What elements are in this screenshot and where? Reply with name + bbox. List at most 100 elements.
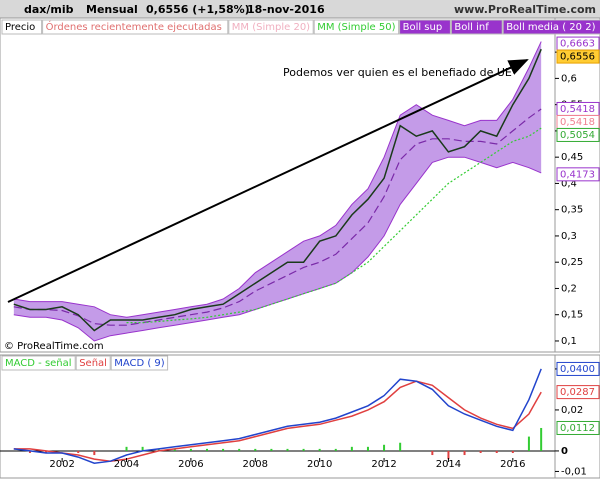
price-marker: 0,0400 bbox=[556, 361, 600, 376]
histogram-bar bbox=[189, 448, 192, 451]
y-tick-label: 0 bbox=[561, 446, 568, 457]
y-tick-label: -0,01 bbox=[561, 466, 587, 477]
panel bbox=[0, 354, 556, 479]
price-marker: 0,6663 bbox=[556, 36, 600, 51]
watermark: © ProRealTime.com bbox=[4, 341, 104, 352]
y-tick-label: 0,3 bbox=[561, 231, 577, 242]
histogram-bar bbox=[431, 450, 434, 456]
y-tick-label: 0,2 bbox=[561, 283, 577, 294]
histogram-bar bbox=[318, 448, 321, 451]
legend-box bbox=[1, 19, 43, 35]
histogram-bar bbox=[350, 446, 353, 451]
series-line bbox=[13, 48, 542, 332]
x-tick-label: 2004 bbox=[114, 459, 139, 470]
histogram-bar bbox=[479, 450, 482, 453]
arrow bbox=[7, 59, 529, 303]
histogram-bar bbox=[28, 450, 31, 453]
histogram-bar bbox=[540, 427, 543, 451]
legend-box bbox=[399, 19, 451, 35]
marker-box bbox=[556, 420, 600, 435]
y-tick-label: 0,45 bbox=[561, 152, 583, 163]
price-marker: 0,5418 bbox=[556, 101, 600, 116]
histogram-bar bbox=[366, 446, 369, 451]
legend-box bbox=[313, 19, 400, 35]
legend-entry: Precio bbox=[5, 22, 35, 33]
price-marker: 0,0287 bbox=[556, 385, 600, 400]
histogram-bar bbox=[270, 448, 273, 451]
marker-box bbox=[556, 385, 600, 400]
marker-label: 0,5418 bbox=[560, 117, 595, 128]
legend-box bbox=[1, 355, 76, 371]
marker-label: 0,5418 bbox=[560, 104, 595, 115]
legend-entry: MM (Simple 20) bbox=[232, 22, 310, 33]
series-line bbox=[13, 380, 542, 462]
series-line bbox=[13, 368, 542, 464]
y-tick-label: 0,25 bbox=[561, 257, 583, 268]
x-tick-label: 2008 bbox=[243, 459, 268, 470]
legend-box bbox=[75, 355, 111, 371]
legend-entry: Órdenes recientemente ejecutadas bbox=[46, 20, 222, 33]
legend-entry: Señal bbox=[79, 358, 107, 369]
series-line bbox=[13, 41, 542, 318]
marker-label: 0,5054 bbox=[560, 130, 595, 141]
x-tick-label: 2016 bbox=[500, 459, 525, 470]
histogram-bar bbox=[511, 450, 514, 453]
histogram-bar bbox=[334, 448, 337, 451]
y-tick-label: 0,02 bbox=[561, 405, 583, 416]
y-tick-label: 0,4 bbox=[561, 178, 577, 189]
y-tick-label: 0,6 bbox=[561, 73, 577, 84]
histogram-bar bbox=[254, 448, 257, 451]
period: Mensual bbox=[86, 3, 138, 16]
histogram-bar bbox=[383, 444, 386, 451]
legend-entry: Boll inf bbox=[454, 22, 489, 33]
x-tick-label: 2012 bbox=[371, 459, 396, 470]
price-marker: 0,6556 bbox=[556, 49, 600, 64]
charts: 0,10,150,20,250,30,350,40,450,50,550,60,… bbox=[0, 17, 600, 479]
histogram-bar bbox=[286, 448, 289, 451]
site: www.ProRealTime.com bbox=[454, 3, 596, 16]
histogram-bar bbox=[141, 446, 144, 451]
marker-label: 0,0112 bbox=[560, 423, 595, 434]
legend-entry: MACD ( 9) bbox=[114, 358, 165, 369]
marker-label: 0,0400 bbox=[560, 364, 595, 375]
marker-label: 0,6556 bbox=[560, 52, 595, 63]
price-marker: 0,5054 bbox=[556, 127, 600, 142]
legend-box bbox=[110, 355, 169, 371]
price: 0,6556 (+1,58%) bbox=[146, 3, 250, 16]
legend-box bbox=[228, 19, 314, 35]
x-tick-label: 2002 bbox=[49, 459, 74, 470]
date: 18-nov-2016 bbox=[247, 3, 325, 16]
legend-box bbox=[450, 19, 503, 35]
histogram-bar bbox=[222, 448, 225, 451]
marker-label: 0,4173 bbox=[560, 169, 595, 180]
histogram-bar bbox=[495, 450, 498, 453]
symbol: dax/mib bbox=[24, 3, 74, 16]
marker-label: 0,0287 bbox=[560, 387, 595, 398]
series-line bbox=[126, 127, 542, 324]
legend-entry: MACD - señal bbox=[5, 358, 72, 369]
legend-entry: MM (Simple 50) bbox=[317, 22, 395, 33]
x-tick-label: 2006 bbox=[178, 459, 203, 470]
histogram-bar bbox=[302, 448, 305, 451]
histogram-bar bbox=[45, 450, 48, 453]
histogram-bar bbox=[77, 450, 80, 453]
footer bbox=[0, 480, 600, 500]
histogram-bar bbox=[93, 450, 96, 456]
series-line bbox=[13, 156, 542, 342]
y-tick-label: 0,1 bbox=[561, 336, 577, 347]
histogram-bar bbox=[447, 450, 450, 460]
price-marker: 0,0112 bbox=[556, 420, 600, 435]
histogram-bar bbox=[205, 448, 208, 451]
x-tick-label: 2014 bbox=[436, 459, 461, 470]
legend-entry: Boll media ( 20 2) bbox=[506, 22, 595, 33]
price-marker: 0,4173 bbox=[556, 167, 600, 182]
histogram-bar bbox=[238, 448, 241, 451]
marker-box bbox=[556, 127, 600, 142]
axis-panel bbox=[554, 17, 600, 353]
histogram-bar bbox=[463, 450, 466, 456]
bollinger-band bbox=[13, 41, 542, 341]
histogram-bar bbox=[125, 446, 128, 451]
y-tick-label: 0,15 bbox=[561, 310, 583, 321]
header-bar bbox=[0, 0, 600, 18]
